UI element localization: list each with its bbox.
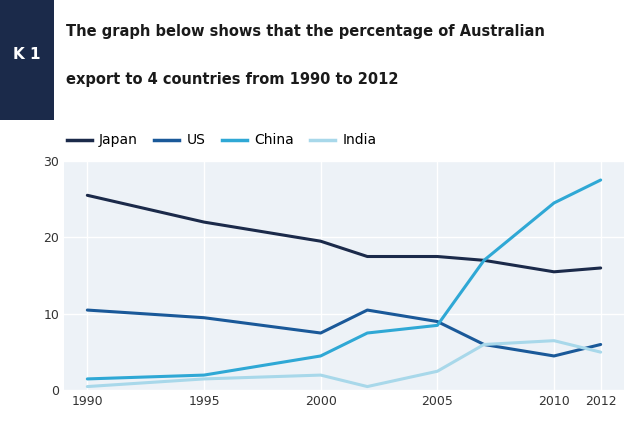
Text: export to 4 countries from 1990 to 2012: export to 4 countries from 1990 to 2012 xyxy=(66,72,399,87)
Text: K 1: K 1 xyxy=(13,47,41,61)
Legend: Japan, US, China, India: Japan, US, China, India xyxy=(61,128,382,153)
Text: The graph below shows that the percentage of Australian: The graph below shows that the percentag… xyxy=(66,24,545,39)
